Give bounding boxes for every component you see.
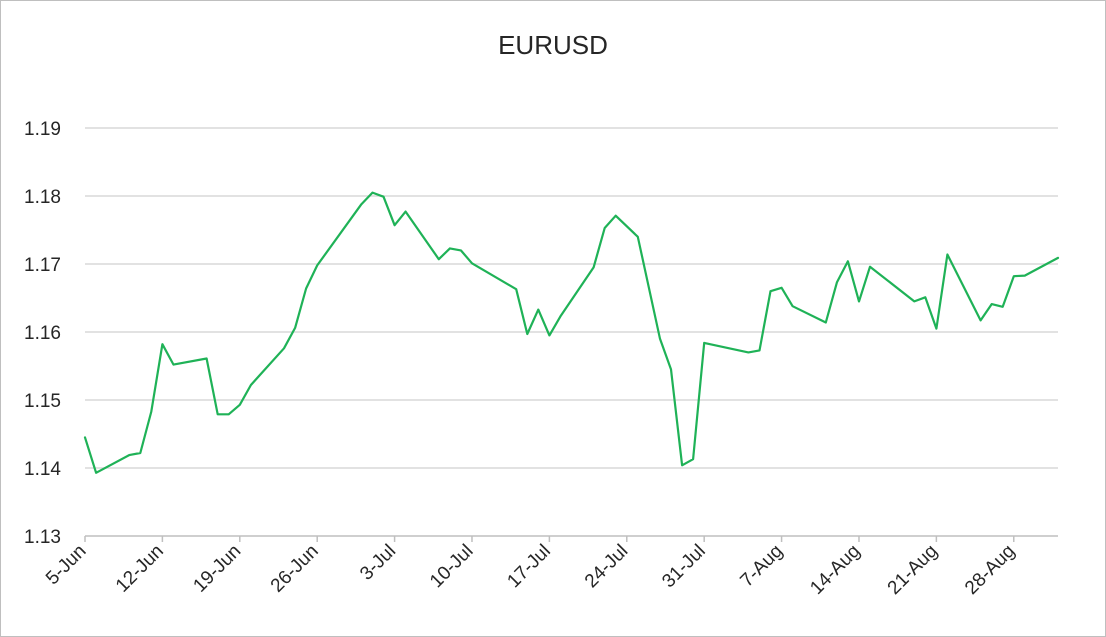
x-tick-label: 28-Aug (961, 541, 1019, 599)
y-tick-label: 1.16 (24, 323, 61, 344)
x-tick-label: 10-Jul (426, 541, 477, 592)
x-tick-label: 21-Aug (884, 541, 942, 599)
series (83, 191, 1060, 474)
series-line (83, 191, 1060, 474)
y-tick-label: 1.19 (24, 119, 61, 140)
y-axis-ticks: 1.13 1.14 1.15 1.16 1.17 1.18 1.19 (24, 119, 61, 548)
x-tick-label: 19-Jun (189, 541, 245, 597)
gridlines (85, 127, 1058, 469)
x-tick-label: 3-Jul (356, 541, 400, 585)
chart-title: EURUSD (498, 30, 608, 60)
x-tick-label: 7-Aug (736, 541, 787, 592)
x-tick-label: 14-Aug (806, 541, 864, 599)
x-tick-label: 26-Jun (267, 541, 323, 597)
y-tick-label: 1.14 (24, 459, 61, 480)
y-tick-label: 1.15 (24, 391, 61, 412)
x-tick-label: 31-Jul (658, 541, 709, 592)
x-axis: 5-Jun 12-Jun 19-Jun 26-Jun 3-Jul 10-Jul 17-Jul… (42, 535, 1058, 599)
x-tick-label: 17-Jul (503, 541, 554, 592)
y-tick-label: 1.18 (24, 187, 61, 208)
y-tick-label: 1.17 (24, 255, 61, 276)
y-tick-label: 1.13 (24, 527, 61, 548)
x-tick-label: 24-Jul (581, 541, 632, 592)
x-tick-label: 12-Jun (112, 541, 168, 597)
